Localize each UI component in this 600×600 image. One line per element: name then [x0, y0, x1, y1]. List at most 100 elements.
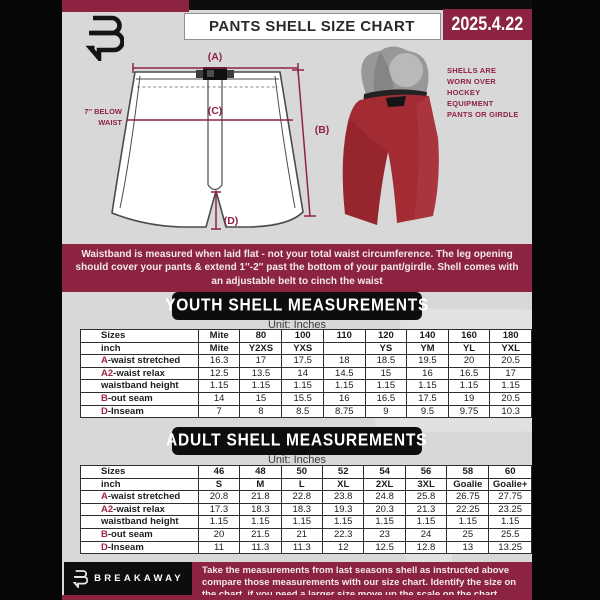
cell-value: 20 [197, 527, 241, 542]
cell-value: 19.3 [321, 502, 365, 517]
cell-value: 1.15 [197, 379, 241, 393]
cell-value: 19 [447, 391, 491, 406]
measure-c-label: (C) [208, 105, 223, 117]
below-waist-note: 7'' BELOW WAIST [84, 107, 122, 128]
cell-value: 25.5 [488, 527, 532, 542]
row-label: Sizes [80, 465, 199, 479]
cell-value: 1.15 [447, 379, 491, 393]
cell-value: 54 [363, 465, 406, 479]
cell-value: 17.5 [406, 391, 449, 406]
cell-value: 20.5 [489, 391, 532, 406]
cell-value: Goalie [446, 477, 490, 492]
row-label: inch [80, 341, 199, 356]
youth-unit-label: Unit: Inches [267, 319, 327, 331]
footer-brand-block: BREAKAWAY [64, 562, 192, 595]
brand-name: BREAKAWAY [94, 573, 184, 584]
cell-value: 16 [323, 391, 366, 406]
cell-value: 21.5 [239, 527, 282, 542]
cell-value: 25.8 [404, 490, 448, 504]
cell-value: 1.15 [446, 515, 490, 529]
row-label-prefix: B [101, 529, 108, 541]
measure-a-label: (A) [208, 51, 223, 63]
cell-value: 13.25 [488, 540, 532, 555]
cell-value: 56 [404, 465, 448, 479]
cell-value: 26.75 [446, 490, 490, 504]
shell-photo-note: SHELLS ARE WORN OVER HOCKEY EQUIPMENT PA… [447, 66, 519, 119]
cell-value: 25 [446, 527, 490, 542]
cell-value: 10.3 [489, 404, 532, 419]
cell-value: 9.75 [447, 404, 491, 419]
cell-value: 21.8 [239, 490, 282, 504]
table-row: A-waist stretched 16.3 17 17.5 18 18.5 19.5 20 2… [80, 354, 532, 368]
cell-value: 23.8 [321, 490, 365, 504]
cell-value: 12.8 [404, 540, 448, 555]
cell-value: 46 [197, 465, 241, 479]
row-label-prefix: D [101, 541, 108, 553]
cell-value: YM [406, 341, 449, 356]
cell-value: 1.15 [406, 379, 449, 393]
cell-value: Mite [197, 329, 241, 343]
row-label: D-Inseam [80, 404, 199, 419]
row-label-prefix: A2 [101, 367, 114, 379]
row-label: waistband height [80, 379, 199, 393]
row-label: A2-waist relax [80, 366, 199, 381]
cell-value: 24 [404, 527, 448, 542]
cell-value: 48 [239, 465, 282, 479]
youth-heading-text: YOUTH SHELL MEASUREMENTS [164, 295, 430, 315]
table-row: A2-waist relax 12.5 13.5 14 14.5 15 16 16.5 17 [80, 366, 532, 381]
cell-value: 11.3 [239, 540, 282, 555]
top-black-strip [189, 0, 532, 10]
cell-value: Goalie+ [488, 477, 532, 492]
page-content: PANTS SHELL SIZE CHART 2025.4.22 (A) (C)… [62, 0, 532, 600]
youth-section-heading: YOUTH SHELL MEASUREMENTS [165, 292, 428, 320]
cell-value: 58 [446, 465, 490, 479]
cell-value: YS [364, 341, 408, 356]
table-row: inch Mite Y2XS YXS YS YM YL YXL [80, 341, 532, 356]
cell-value: 1.15 [489, 379, 532, 393]
cell-value: M [239, 477, 282, 492]
cell-value: 16.3 [197, 354, 241, 368]
table-row: B-out seam 20 21.5 21 22.3 23 24 25 25.5 [80, 527, 532, 542]
cell-value: 1.15 [323, 379, 366, 393]
cell-value: 17 [239, 354, 283, 368]
cell-value: 140 [406, 329, 449, 343]
cell-value: 13 [446, 540, 490, 555]
cell-value: 1.15 [404, 515, 448, 529]
adult-heading-text: ADULT SHELL MEASUREMENTS [166, 430, 428, 450]
cell-value: 12 [321, 540, 365, 555]
breakaway-logo-icon [82, 13, 126, 61]
adult-measurements-table: Sizes 46 48 50 52 54 56 58 60 inch S M L XL 2XL 3XL Goal… [80, 465, 532, 555]
footer-note: Take the measurements from last seasons … [192, 562, 532, 600]
cell-value: 80 [239, 329, 283, 343]
row-label-prefix: A [101, 491, 108, 503]
cell-value [323, 341, 366, 356]
cell-value: 100 [281, 329, 325, 343]
measure-d-label: (D) [224, 215, 239, 227]
table-row: A2-waist relax 17.3 18.3 18.3 19.3 20.3 21.3 22… [80, 502, 532, 517]
cell-value: 120 [364, 329, 408, 343]
table-row: A-waist stretched 20.8 21.8 22.8 23.8 24.8 25.… [80, 490, 532, 504]
cell-value: 1.15 [239, 379, 283, 393]
adult-section-heading: ADULT SHELL MEASUREMENTS [166, 427, 427, 455]
cell-value: 15.5 [281, 391, 325, 406]
date-text: 2025.4.22 [451, 13, 524, 35]
cell-value: 1.15 [281, 379, 325, 393]
table-row: B-out seam 14 15 15.5 16 16.5 17.5 19 20.5 [80, 391, 532, 406]
cell-value: 12.5 [197, 366, 241, 381]
cell-value: 21.3 [404, 502, 448, 517]
row-label-prefix: B [101, 393, 108, 405]
table-row: waistband height 1.15 1.15 1.15 1.15 1.15 1.15… [80, 379, 532, 393]
cell-value: 27.75 [488, 490, 532, 504]
cell-value: YXL [489, 341, 532, 356]
cell-value: 9.5 [406, 404, 449, 419]
cell-value: 19.5 [406, 354, 449, 368]
cell-value: 15 [364, 366, 408, 381]
row-label: A2-waist relax [80, 502, 199, 517]
cell-value: 52 [321, 465, 365, 479]
cell-value: 23.25 [488, 502, 532, 517]
cell-value: 160 [447, 329, 491, 343]
row-label: D-Inseam [80, 540, 199, 555]
cell-value: 180 [489, 329, 532, 343]
cell-value: 17.5 [281, 354, 325, 368]
cell-value: 14 [281, 366, 325, 381]
